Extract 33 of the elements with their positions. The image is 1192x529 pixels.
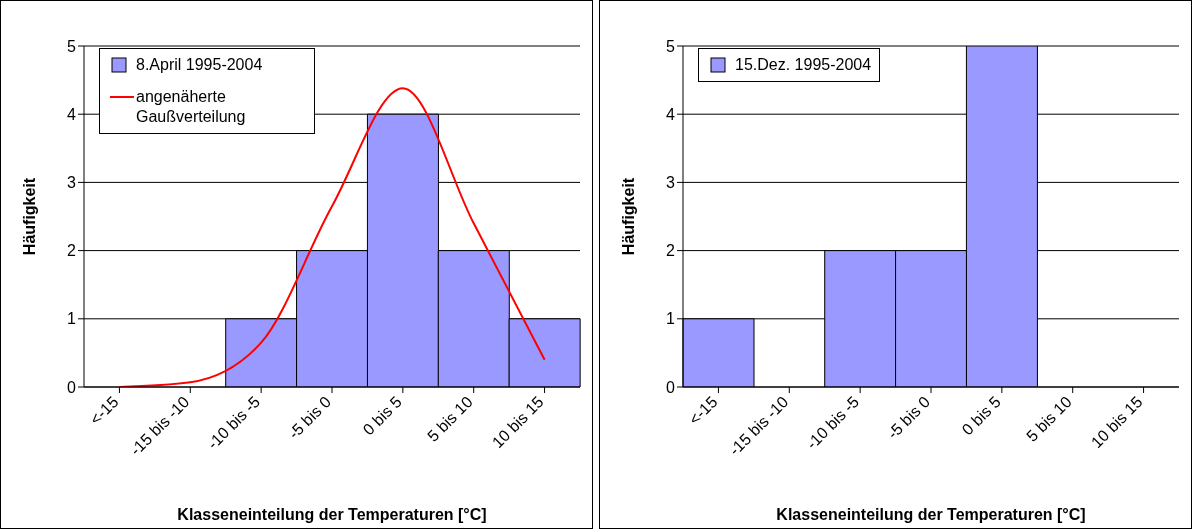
x-tick-label: -5 bis 0 xyxy=(884,393,934,443)
y-axis-title: Häufigkeit xyxy=(619,177,637,256)
x-tick-label: 10 bis 15 xyxy=(488,393,547,452)
x-tick-label: 0 bis 5 xyxy=(359,393,406,439)
y-tick-label: 4 xyxy=(67,105,77,123)
y-tick-label: 2 xyxy=(67,242,77,260)
y-tick-label: 5 xyxy=(666,37,676,55)
x-tick-label: 10 bis 15 xyxy=(1087,393,1146,452)
x-tick-label: -15 bis -10 xyxy=(126,393,193,459)
y-tick-label: 2 xyxy=(666,242,676,260)
y-tick-label: 0 xyxy=(67,378,77,396)
x-tick-label: 5 bis 10 xyxy=(1023,393,1075,445)
x-tick-label: -10 bis -5 xyxy=(803,393,863,453)
y-tick-label: 4 xyxy=(666,105,676,123)
x-axis-title: Klasseneinteilung der Temperaturen [°C] xyxy=(776,506,1086,523)
x-tick-label: -10 bis -5 xyxy=(204,393,264,453)
x-axis-title: Klasseneinteilung der Temperaturen [°C] xyxy=(177,506,487,523)
legend-label: 15.Dez. 1995-2004 xyxy=(735,55,872,75)
y-tick-label: 3 xyxy=(666,174,676,192)
x-tick-label: -5 bis 0 xyxy=(285,393,335,443)
x-tick-label: <-15 xyxy=(86,393,122,429)
x-tick-label: -15 bis -10 xyxy=(725,393,792,459)
x-tick-label: <-15 xyxy=(685,393,721,429)
y-tick-label: 1 xyxy=(666,310,676,328)
legend-label: 8.April 1995-2004 xyxy=(136,55,263,75)
x-tick-label: 0 bis 5 xyxy=(958,393,1005,439)
y-tick-label: 1 xyxy=(67,310,77,328)
y-tick-label: 0 xyxy=(666,378,676,396)
y-tick-label: 3 xyxy=(67,174,77,192)
y-tick-label: 5 xyxy=(67,37,77,55)
legend-label: angenäherte Gaußverteilung xyxy=(136,87,247,127)
x-tick-label: 5 bis 10 xyxy=(424,393,476,445)
y-axis-title: Häufigkeit xyxy=(20,177,38,256)
